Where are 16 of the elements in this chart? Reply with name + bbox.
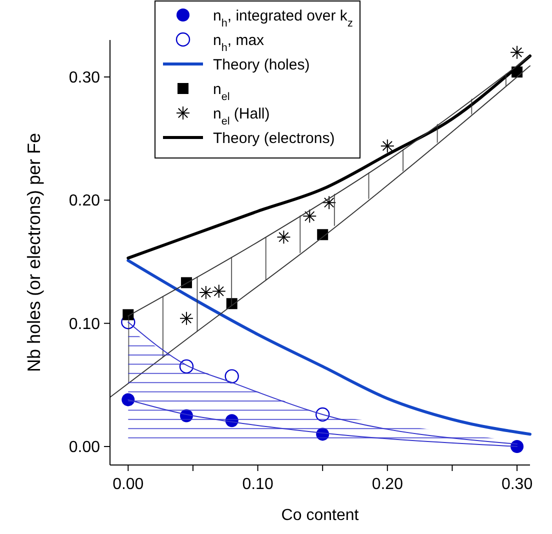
legend-label: n$_{el}$ (Hall) [213, 105, 270, 128]
y-tick-label: 0.10 [68, 316, 100, 333]
legend-label: Theory (holes) [213, 56, 310, 74]
y-tick-label: 0.00 [68, 439, 100, 456]
x-axis-title: Co content [281, 507, 360, 524]
legend-label: n$_{el}$ [213, 80, 230, 103]
x-tick-label: 0.20 [372, 476, 404, 493]
legend-label: Theory (electrons) [213, 130, 335, 147]
legend-label: n$_{h}$, max [213, 32, 265, 54]
x-tick-label: 0.00 [112, 476, 144, 493]
y-axis-title: Nb holes (or electrons) per Fe [24, 132, 44, 372]
legend-label: n$_{h}$, integrated over k$_{z}$ [213, 7, 353, 30]
x-tick-label: 0.10 [242, 476, 274, 493]
y-tick-label: 0.20 [68, 192, 100, 210]
x-tick-label: 0.30 [501, 476, 533, 493]
y-tick-label: 0.30 [68, 70, 100, 87]
